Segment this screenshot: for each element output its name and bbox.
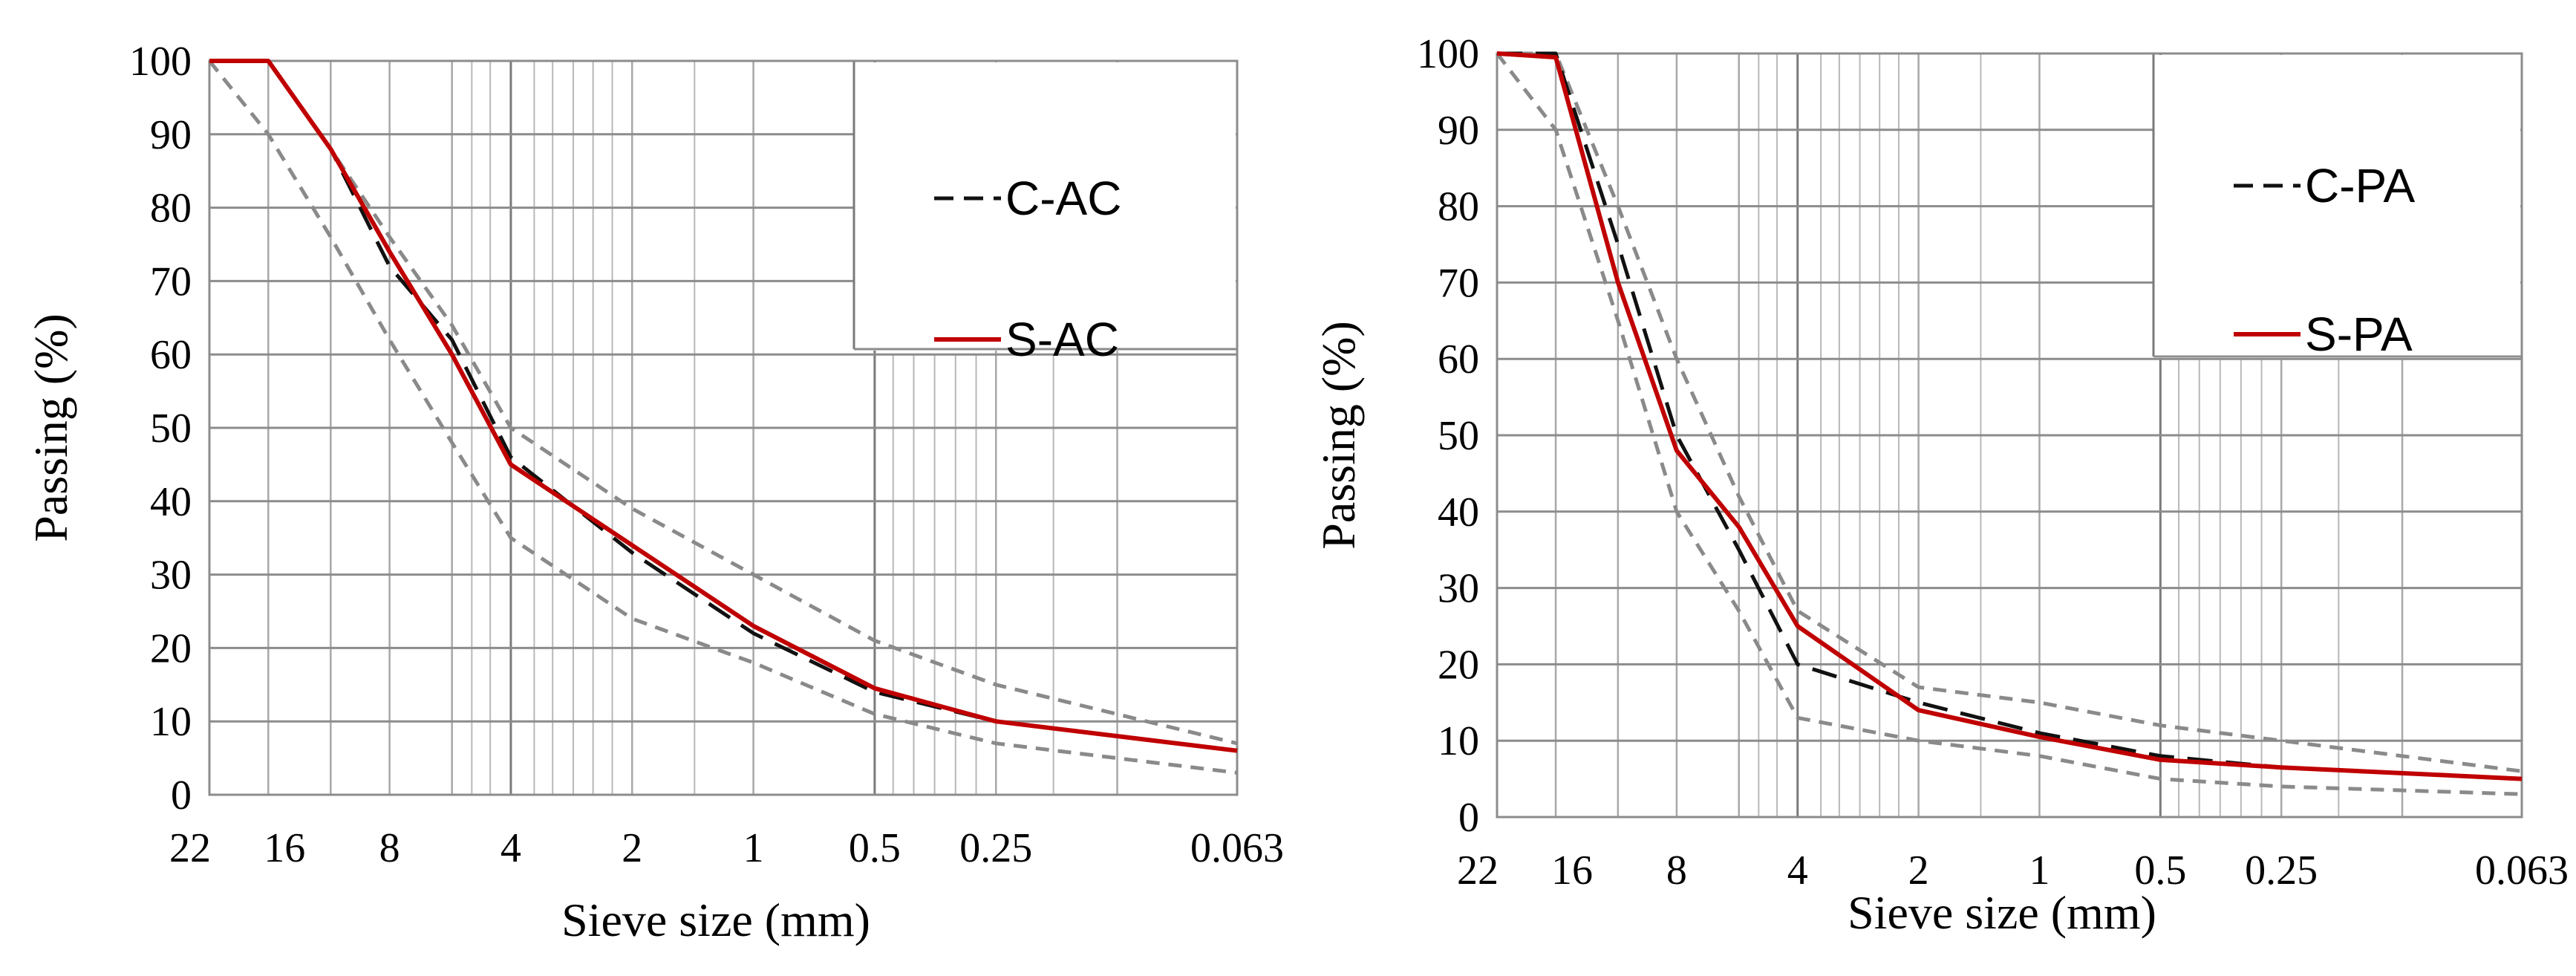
y-axis-title: Passing (%) xyxy=(1312,321,1365,550)
x-tick-label: 1 xyxy=(2029,848,2050,894)
x-tick-label: 4 xyxy=(1787,848,1808,894)
y-tick-label: 40 xyxy=(150,479,192,525)
x-tick-label: 0.25 xyxy=(959,825,1032,871)
x-tick-label: 0.063 xyxy=(2475,848,2569,894)
chart-panel-pa: C-PA S-PA 0 10 20 30 40 50 60 70 80 90 100 22 16 8 4 2 1 0.… xyxy=(1288,0,2575,976)
legend-label-s-pa: S-PA xyxy=(2305,308,2413,361)
y-tick-label: 80 xyxy=(1438,184,1479,230)
y-tick-label: 100 xyxy=(129,39,192,85)
chart-panel-ac: C-AC S-AC 0 10 20 30 40 50 60 70 80 90 100 22 16 8 4 2 1 0.… xyxy=(25,39,1284,946)
series-line-c-pa xyxy=(1497,51,2523,781)
y-tick-label: 20 xyxy=(1438,642,1479,688)
series-line-lower-limit xyxy=(1496,52,2523,796)
x-axis-title: Sieve size (mm) xyxy=(561,894,870,946)
y-tick-label: 40 xyxy=(1438,489,1479,536)
x-tick-label: 16 xyxy=(1551,848,1593,894)
y-tick-label: 50 xyxy=(150,406,192,452)
y-tick-label: 80 xyxy=(150,186,192,232)
y-tick-label: 90 xyxy=(1438,108,1479,154)
x-tick-label: 0.5 xyxy=(2134,848,2186,894)
x-tick-label: 22 xyxy=(1457,848,1499,894)
x-tick-label: 8 xyxy=(1666,848,1687,894)
grading-chart-ac: C-AC S-AC 0 10 20 30 40 50 60 70 80 90 100 22 16 8 4 2 1 0.… xyxy=(25,39,1284,946)
plot-frame xyxy=(1496,52,2523,819)
x-tick-label: 0.063 xyxy=(1190,825,1284,871)
x-tick-label: 1 xyxy=(743,825,764,871)
legend-label-c-ac: C-AC xyxy=(1005,172,1121,225)
x-tick-label: 4 xyxy=(500,825,521,871)
y-tick-label: 70 xyxy=(1438,260,1479,306)
grading-chart-pa: C-PA S-PA 0 10 20 30 40 50 60 70 80 90 100 22 16 8 4 2 1 0.… xyxy=(1312,31,2569,939)
y-tick-label: 20 xyxy=(150,625,192,671)
y-tick-label: 10 xyxy=(1438,718,1479,764)
y-tick-label: 30 xyxy=(150,553,192,599)
legend-box xyxy=(854,62,1236,351)
series-line-upper-limit xyxy=(1497,51,2523,773)
y-tick-label: 0 xyxy=(1458,795,1479,841)
y-tick-label: 0 xyxy=(171,772,192,819)
series-line-s-pa xyxy=(1496,51,2523,781)
legend-label-s-ac: S-AC xyxy=(1005,313,1119,366)
y-axis-title: Passing (%) xyxy=(25,313,77,542)
series-line-lower-limit xyxy=(208,59,1238,775)
x-tick-label: 16 xyxy=(264,825,305,871)
x-tick-label: 0.5 xyxy=(849,825,901,871)
x-tick-label: 0.25 xyxy=(2245,848,2318,894)
plot-frame xyxy=(208,59,1239,796)
y-tick-label: 10 xyxy=(150,699,192,745)
x-tick-label: 22 xyxy=(169,825,211,871)
legend-box xyxy=(2153,55,2520,358)
y-tick-label: 60 xyxy=(1438,336,1479,383)
y-tick-label: 50 xyxy=(1438,413,1479,459)
legend-label-c-pa: C-PA xyxy=(2305,159,2415,212)
y-tick-label: 30 xyxy=(1438,566,1479,612)
y-tick-label: 60 xyxy=(150,332,192,378)
y-tick-label: 100 xyxy=(1417,31,1479,77)
series-line-s-ac xyxy=(209,59,1238,753)
x-tick-label: 2 xyxy=(1908,848,1929,894)
y-tick-label: 90 xyxy=(150,112,192,158)
x-tick-label: 2 xyxy=(622,825,642,871)
y-tick-label: 70 xyxy=(150,258,192,305)
series-line-upper-limit xyxy=(209,59,1238,746)
x-axis-title: Sieve size (mm) xyxy=(1848,886,2156,939)
x-tick-label: 8 xyxy=(379,825,400,871)
